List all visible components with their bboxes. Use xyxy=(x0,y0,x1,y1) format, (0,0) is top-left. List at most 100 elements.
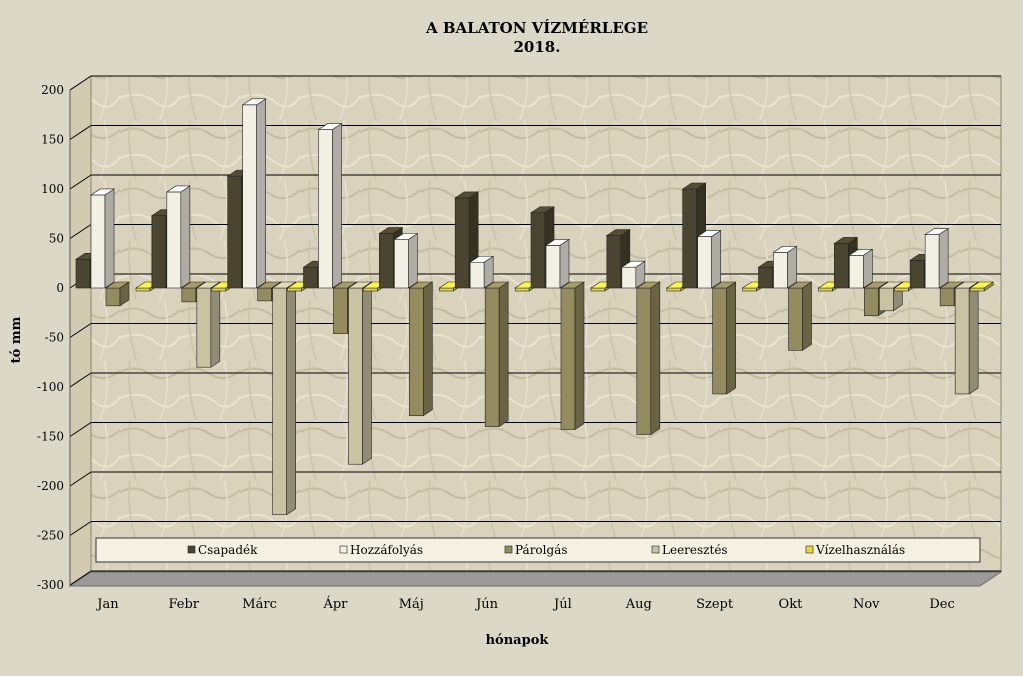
bar-front xyxy=(969,287,985,292)
side-gridline xyxy=(69,521,92,536)
bar-front xyxy=(682,188,697,289)
bar-front xyxy=(439,287,454,292)
bar xyxy=(924,227,950,289)
bar-side xyxy=(802,281,812,351)
bar-top xyxy=(105,281,130,289)
bar-top xyxy=(620,260,646,268)
bar xyxy=(408,281,434,417)
legend-label: Vízelhasználás xyxy=(815,543,905,557)
side-gridline xyxy=(69,422,92,437)
bar xyxy=(484,281,510,428)
bar-side xyxy=(938,227,949,289)
side-gridline xyxy=(69,174,92,190)
y-tick-label: 200 xyxy=(41,83,64,97)
bar-top xyxy=(924,228,950,235)
legend-swatch xyxy=(339,545,348,554)
x-tick-label: Dec xyxy=(929,597,954,612)
x-tick-label: Aug xyxy=(625,597,652,612)
bar-front xyxy=(514,287,530,292)
legend-label: Párolgás xyxy=(515,543,567,557)
bar xyxy=(105,281,130,307)
bar-front xyxy=(849,255,864,289)
side-gridline xyxy=(69,75,92,91)
bar-side xyxy=(711,229,721,289)
bar xyxy=(469,255,495,289)
bar-front xyxy=(105,287,121,307)
bar-side xyxy=(423,281,433,417)
bar-side xyxy=(286,281,296,516)
bar xyxy=(195,281,221,368)
bar xyxy=(696,229,722,289)
bar-top xyxy=(469,255,495,263)
x-tick-label: Szept xyxy=(696,597,734,612)
bar-front xyxy=(818,287,833,292)
bar-side xyxy=(256,98,266,289)
bar-front xyxy=(469,261,485,289)
bar-top xyxy=(954,281,980,289)
bar-front xyxy=(151,215,167,289)
bar-front xyxy=(636,287,652,435)
bar xyxy=(90,188,115,289)
bar-top xyxy=(787,281,813,289)
bar-side xyxy=(210,281,221,368)
bar-front xyxy=(303,266,318,289)
y-tick-label: -200 xyxy=(37,479,64,493)
bar-front xyxy=(318,129,333,289)
bar-front xyxy=(90,194,106,289)
y-tick-label: 50 xyxy=(49,232,64,246)
bar-front xyxy=(242,104,257,289)
chart-subtitle: 2018. xyxy=(514,38,561,56)
bar-side xyxy=(968,281,979,395)
bar-side xyxy=(104,188,115,289)
bar-front xyxy=(924,234,940,289)
bar-front xyxy=(454,197,470,289)
bar-front xyxy=(590,287,606,292)
y-tick-labels: 200 150 100 50 0 -50 -100 -150 -200 -250 -300 xyxy=(37,83,64,592)
bar-front xyxy=(394,239,409,289)
bar-side xyxy=(498,281,509,428)
y-tick-label: -250 xyxy=(37,529,64,543)
legend-swatch xyxy=(187,545,196,554)
bar xyxy=(317,123,343,289)
bar-front xyxy=(409,287,424,417)
floor xyxy=(68,571,1003,587)
x-tick-label: Márc xyxy=(242,597,277,612)
side-gridline xyxy=(69,224,92,239)
bar-side xyxy=(726,281,736,395)
bar-top xyxy=(271,281,297,289)
bar-top xyxy=(165,185,191,193)
side-gridline xyxy=(69,471,92,487)
bar-top xyxy=(833,237,859,244)
x-tick-label: Nov xyxy=(853,597,880,612)
bar-front xyxy=(530,212,546,289)
bar-front xyxy=(621,266,637,289)
bar-top xyxy=(878,281,904,289)
bar-top xyxy=(317,123,343,130)
bar-front xyxy=(166,191,182,289)
bar-side xyxy=(863,248,873,289)
x-tick-label: Júl xyxy=(552,597,572,612)
bar-side xyxy=(650,281,661,436)
bar-top xyxy=(180,281,206,289)
bar-front xyxy=(773,252,788,289)
bar-side xyxy=(408,232,418,289)
legend-item: Csapadék xyxy=(187,543,258,557)
y-tick-label: 100 xyxy=(41,182,64,196)
bar-top xyxy=(605,229,631,236)
bar-front xyxy=(484,287,500,427)
bar-front xyxy=(606,235,622,289)
bar-front xyxy=(75,258,91,289)
y-tick-label: -300 xyxy=(37,578,64,592)
bar-top xyxy=(863,281,889,289)
legend-swatch xyxy=(805,545,814,554)
bar-front xyxy=(196,287,212,368)
bar-front xyxy=(742,287,757,292)
legend-label: Hozzáfolyás xyxy=(350,543,423,557)
bar-front xyxy=(211,287,227,292)
bar-front xyxy=(181,287,197,303)
bar-front xyxy=(954,287,970,395)
bar xyxy=(347,281,373,465)
bar xyxy=(848,248,874,289)
bar-side xyxy=(332,123,342,289)
